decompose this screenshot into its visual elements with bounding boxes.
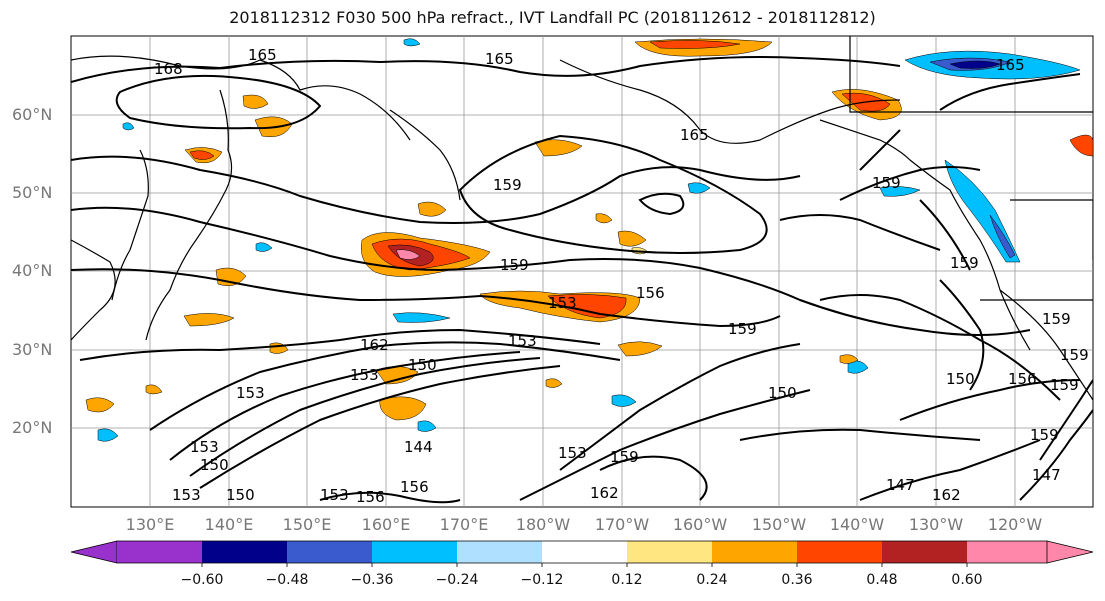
- lon-label: 170°W: [594, 515, 650, 534]
- lon-label: 140°W: [829, 515, 885, 534]
- colorbar-segment: [967, 541, 1047, 563]
- contour-label: 150: [408, 356, 437, 374]
- colorbar-segment: [712, 541, 797, 563]
- contour-label-group: 168 165 165 165 159 159 159 159 159 153 …: [154, 46, 1089, 506]
- contour-label: 159: [1042, 310, 1071, 328]
- contour-label: 150: [226, 486, 255, 504]
- contour-label: 159: [1030, 426, 1059, 444]
- lon-label: 120°W: [987, 515, 1043, 534]
- colorbar-tick-label: 0.24: [696, 572, 728, 588]
- lon-label: 160°W: [672, 515, 728, 534]
- contour-label: 147: [886, 476, 915, 494]
- colorbar-tick-label: −0.24: [435, 572, 479, 588]
- contour-label: 165: [996, 56, 1025, 74]
- colorbar-segment: [287, 541, 372, 563]
- colorbar-tick-label: 0.12: [611, 572, 643, 588]
- lat-label: 20°N: [12, 418, 53, 437]
- contour-label: 165: [485, 50, 514, 68]
- lon-label: 140°E: [204, 515, 254, 534]
- contour-label: 162: [932, 486, 961, 504]
- contour-label: 150: [946, 370, 975, 388]
- contour-label: 165: [248, 46, 277, 64]
- lon-label: 170°E: [439, 515, 489, 534]
- colorbar-segment-lower-extend: [70, 540, 118, 564]
- colorbar-segment: [882, 541, 967, 563]
- contour-label: 159: [493, 176, 522, 194]
- contour-label: 159: [872, 174, 901, 192]
- contour-label: 162: [360, 336, 389, 354]
- colorbar-segment: [202, 541, 287, 563]
- contour-label: 159: [728, 320, 757, 338]
- colorbar-tick-label: −0.60: [180, 572, 224, 588]
- colorbar-segment: [457, 541, 542, 563]
- colorbar-segment-upper-extend: [1046, 540, 1094, 564]
- contour-label: 156: [356, 488, 385, 506]
- lon-label: 150°E: [282, 515, 332, 534]
- contour-label: 153: [236, 384, 265, 402]
- colorbar-tick-label: 0.36: [781, 572, 813, 588]
- contour-label: 156: [636, 284, 665, 302]
- contour-label: 159: [1060, 346, 1089, 364]
- colorbar-tick-label: −0.36: [350, 572, 394, 588]
- contour-label: 165: [680, 126, 709, 144]
- contour-label: 147: [1032, 466, 1061, 484]
- colorbar-segment: [542, 541, 627, 563]
- contour-label: 156: [1008, 370, 1037, 388]
- lat-label: 50°N: [12, 183, 53, 202]
- contour-label: 153: [558, 444, 587, 462]
- contour-label: 159: [1050, 376, 1079, 394]
- colorbar-segment: [117, 541, 202, 563]
- colorbar-segment: [627, 541, 712, 563]
- contour-label: 153: [508, 332, 537, 350]
- contour-label: 156: [400, 478, 429, 496]
- lon-label: 130°W: [908, 515, 964, 534]
- contour-label: 153: [190, 438, 219, 456]
- lon-label: 180°W: [515, 515, 571, 534]
- contour-label: 159: [950, 254, 979, 272]
- lat-label: 30°N: [12, 340, 53, 359]
- contour-label: 159: [500, 256, 529, 274]
- lon-label: 130°E: [125, 515, 175, 534]
- contour-label: 159: [610, 448, 639, 466]
- contour-lines: [71, 56, 1093, 504]
- contour-label: 150: [768, 384, 797, 402]
- lat-label: 60°N: [12, 105, 53, 124]
- contour-label: 162: [590, 484, 619, 502]
- contour-label: 153: [320, 486, 349, 504]
- lon-label: 150°W: [751, 515, 807, 534]
- colorbar-tick-label: −0.12: [520, 572, 564, 588]
- contour-label: 153: [350, 366, 379, 384]
- lat-label: 40°N: [12, 261, 53, 280]
- lon-label: 160°E: [361, 515, 411, 534]
- colorbar-tick-label: −0.48: [265, 572, 309, 588]
- contour-label: 153: [172, 486, 201, 504]
- colorbar-tick-label: 0.48: [866, 572, 898, 588]
- contour-label: 168: [154, 60, 183, 78]
- contour-label: 150: [200, 456, 229, 474]
- contour-label: 144: [404, 438, 433, 456]
- colorbar: [70, 540, 1094, 567]
- map-title: 2018112312 F030 500 hPa refract., IVT La…: [229, 8, 876, 27]
- colorbar-segment: [797, 541, 882, 563]
- colorbar-segment: [372, 541, 457, 563]
- contour-label: 153: [548, 294, 577, 312]
- map-frame: [70, 35, 1094, 508]
- colorbar-tick-label: 0.60: [951, 572, 983, 588]
